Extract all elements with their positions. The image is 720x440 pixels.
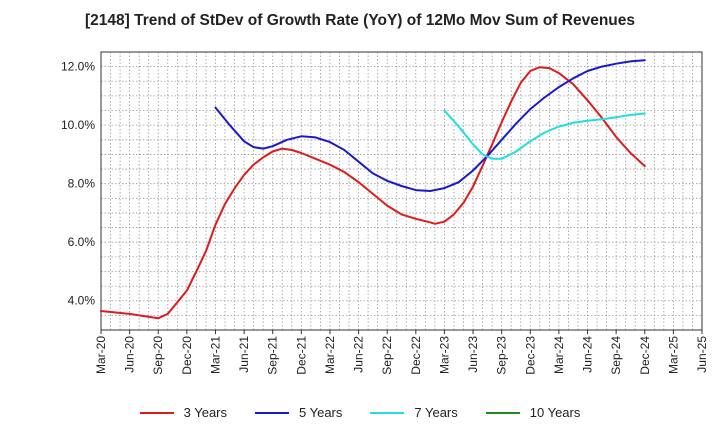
legend-swatch-10-years <box>485 411 520 414</box>
legend-label-10-years: 10 Years <box>529 405 581 420</box>
chart-title: [2148] Trend of StDev of Growth Rate (Yo… <box>84 12 636 29</box>
legend-item-3-years: 3 Years <box>139 405 227 420</box>
x-tick-label: Sep-23 <box>495 336 509 375</box>
chart-svg: 4.0% 6.0% 8.0% 10.0% 12.0% Mar-20 Jun-20 Sep-20… <box>61 51 709 375</box>
x-tick-label: Mar-22 <box>323 336 337 374</box>
y-tick-label: 10.0% <box>61 118 95 132</box>
legend-swatch-3-years <box>139 411 174 414</box>
x-tick-label: Mar-24 <box>552 336 566 374</box>
x-tick-label: Mar-25 <box>666 336 680 374</box>
x-tick-label: Jun-20 <box>123 336 137 373</box>
series-line-3-years <box>100 66 646 320</box>
legend-item-5-years: 5 Years <box>255 405 342 420</box>
legend-swatch-5-years <box>255 411 289 414</box>
x-tick-label: Dec-24 <box>638 336 652 375</box>
x-tick-label: Dec-22 <box>409 336 423 375</box>
x-tick-label: Jun-21 <box>237 336 251 373</box>
legend-item-7-years: 7 Years <box>370 405 458 420</box>
x-tick-label: Jun-23 <box>466 336 480 373</box>
x-tick-label: Mar-23 <box>437 336 451 374</box>
x-tick-label: Jun-25 <box>695 336 709 373</box>
series-line-5-years <box>214 59 646 192</box>
legend-label-3-years: 3 Years <box>183 405 227 420</box>
legend-label-5-years: 5 Years <box>299 405 343 420</box>
legend-label-7-years: 7 Years <box>414 405 458 420</box>
x-tick-label: Jun-24 <box>581 336 595 373</box>
x-tick-label: Jun-22 <box>352 336 366 373</box>
x-tick-label: Sep-20 <box>151 336 165 375</box>
x-tick-label: Dec-21 <box>294 336 308 375</box>
x-tick-label: Mar-21 <box>208 336 222 374</box>
x-tick-label: Dec-20 <box>180 336 194 375</box>
legend-item-10-years: 10 Years <box>485 405 581 420</box>
x-tick-label: Mar-20 <box>94 336 108 374</box>
legend-swatch-7-years <box>370 411 405 414</box>
x-tick-label: Dec-23 <box>523 336 537 375</box>
y-tick-label: 12.0% <box>61 60 95 74</box>
series-line-7-years <box>443 109 646 160</box>
x-tick-label: Sep-24 <box>609 336 623 375</box>
x-tick-label: Sep-22 <box>380 336 394 375</box>
y-tick-label: 6.0% <box>68 235 96 249</box>
chart-legend: 3 Years 5 Years 7 Years 10 Years <box>0 405 720 420</box>
plot-area <box>101 52 702 330</box>
y-tick-label: 8.0% <box>68 177 96 191</box>
y-tick-label: 4.0% <box>68 294 96 308</box>
x-tick-label: Sep-21 <box>266 336 280 375</box>
plot-frame <box>100 51 703 331</box>
